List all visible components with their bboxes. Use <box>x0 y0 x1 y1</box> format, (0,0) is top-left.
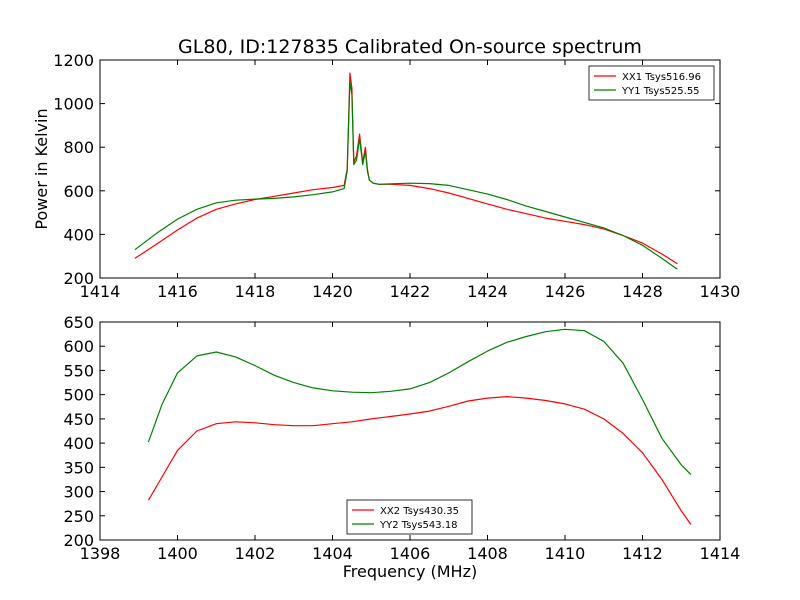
x-tick-label-1-2: 1418 <box>235 282 276 301</box>
x-tick-label-2-4: 1406 <box>390 544 431 563</box>
y-tick-label-2-0: 200 <box>63 531 94 550</box>
y-axis-label-1: Power in Kelvin <box>32 108 51 229</box>
series-line-1-2 <box>134 81 678 270</box>
x-tick-label-1-0: 1414 <box>80 282 121 301</box>
x-tick-label-2-5: 1408 <box>467 544 508 563</box>
figure-title: GL80, ID:127835 Calibrated On-source spe… <box>178 36 642 58</box>
y-tick-label-1-5: 1200 <box>53 51 94 70</box>
y-tick-label-1-0: 200 <box>63 269 94 288</box>
subplot-1: 1414 1416 1418 1420 1422 1424 1426 1428 1430 200 4… <box>32 51 740 301</box>
x-tick-label-1-4: 1422 <box>390 282 431 301</box>
y-tick-label-2-3: 350 <box>63 458 94 477</box>
y-tick-label-2-9: 650 <box>63 313 94 332</box>
series-line-2-1 <box>147 396 692 525</box>
legend-box-1 <box>588 65 715 101</box>
legend-1: XX1 Tsys516.96 YY1 Tsys525.55 <box>588 65 715 101</box>
y-tick-label-1-1: 400 <box>63 225 94 244</box>
x-tick-label-1-5: 1424 <box>467 282 508 301</box>
x-tick-label-2-3: 1404 <box>312 544 353 563</box>
x-tick-label-1-8: 1430 <box>700 282 741 301</box>
x-tick-label-2-8: 1414 <box>700 544 741 563</box>
legend-label-1-2: YY1 Tsys525.55 <box>621 86 700 97</box>
y-tick-label-1-3: 800 <box>63 138 94 157</box>
x-tick-label-2-6: 1410 <box>545 544 586 563</box>
legend-2: XX2 Tsys430.35 YY2 Tsys543.18 <box>346 499 473 535</box>
y-tick-label-2-2: 300 <box>63 483 94 502</box>
x-tick-label-2-7: 1412 <box>622 544 663 563</box>
subplot-2: 1398 1400 1402 1404 1406 1408 1410 1412 1414 200 2… <box>63 313 740 563</box>
series-line-2-2 <box>147 328 692 476</box>
y-tick-label-2-7: 550 <box>63 361 94 380</box>
x-tick-label-1-3: 1420 <box>312 282 353 301</box>
x-tick-label-2-0: 1398 <box>80 544 121 563</box>
x-axis-label: Frequency (MHz) <box>343 562 477 581</box>
legend-label-2-1: XX2 Tsys430.35 <box>380 506 459 517</box>
x-tick-label-1-1: 1416 <box>157 282 198 301</box>
legend-label-1-1: XX1 Tsys516.96 <box>622 72 701 83</box>
y-tick-label-2-6: 500 <box>63 386 94 405</box>
y-tick-label-2-5: 450 <box>63 410 94 429</box>
y-tick-label-2-1: 250 <box>63 507 94 526</box>
x-tick-label-2-1: 1400 <box>157 544 198 563</box>
plot-area: 1414 1416 1418 1420 1422 1424 1426 1428 1430 200 4… <box>32 51 740 563</box>
x-tick-label-2-2: 1402 <box>235 544 276 563</box>
y-tick-label-1-2: 600 <box>63 182 94 201</box>
y-tick-label-2-4: 400 <box>63 434 94 453</box>
y-tick-label-1-4: 1000 <box>53 95 94 114</box>
legend-label-2-2: YY2 Tsys543.18 <box>379 520 458 531</box>
legend-box-2 <box>346 499 473 535</box>
y-tick-label-2-8: 600 <box>63 337 94 356</box>
x-tick-label-1-6: 1426 <box>545 282 586 301</box>
x-tick-label-1-7: 1428 <box>622 282 663 301</box>
